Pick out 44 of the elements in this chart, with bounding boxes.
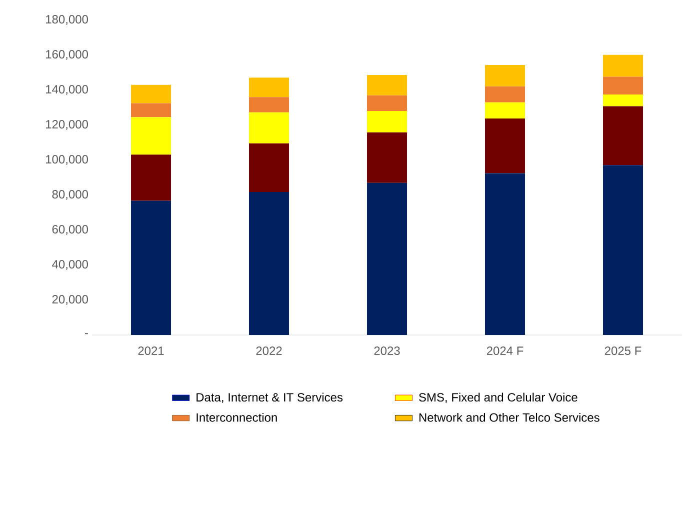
bar (603, 165, 643, 335)
bar (131, 117, 172, 155)
bar (603, 76, 643, 95)
bar (485, 102, 525, 119)
y-tick-label: 120,000 (46, 120, 88, 130)
legend-label: Network and Other Telco Services (419, 412, 600, 422)
bar (603, 54, 643, 77)
bar (485, 173, 525, 335)
bar (603, 94, 643, 106)
bar (131, 103, 172, 118)
y-tick-label: 40,000 (52, 260, 88, 270)
bar (367, 182, 407, 335)
bar (131, 200, 172, 335)
bar (249, 112, 289, 144)
bar (485, 64, 525, 86)
bar (249, 192, 289, 335)
bar (249, 97, 289, 112)
bar (367, 132, 407, 183)
x-tick-label: 2023 (374, 346, 400, 356)
y-tick-label: 140,000 (46, 85, 88, 95)
legend-label: SMS, Fixed and Celular Voice (419, 392, 578, 403)
y-tick-label: 100,000 (46, 155, 88, 165)
legend-label: Data, Internet & IT Services (196, 392, 343, 403)
bar (485, 86, 525, 102)
bar (367, 111, 407, 132)
bar (131, 84, 172, 104)
bar (131, 154, 172, 201)
y-tick-label: 60,000 (52, 225, 88, 235)
y-tick-label: 180,000 (46, 15, 88, 25)
bar (367, 74, 407, 96)
y-tick-label: 80,000 (52, 190, 88, 200)
x-tick-label: 2024 F (486, 346, 524, 356)
y-tick-label: - (85, 333, 88, 334)
y-tick-label: 160,000 (46, 50, 88, 60)
x-tick-label: 2025 F (604, 346, 642, 356)
y-tick-label: 20,000 (52, 295, 88, 305)
bar (367, 95, 407, 111)
legend-label: Interconnection (196, 412, 277, 422)
x-tick-label: 2022 (256, 346, 282, 356)
x-tick-label: 2021 (138, 346, 164, 356)
bar (249, 143, 289, 192)
bar (485, 118, 525, 174)
bar (249, 78, 289, 98)
bar (603, 106, 643, 166)
